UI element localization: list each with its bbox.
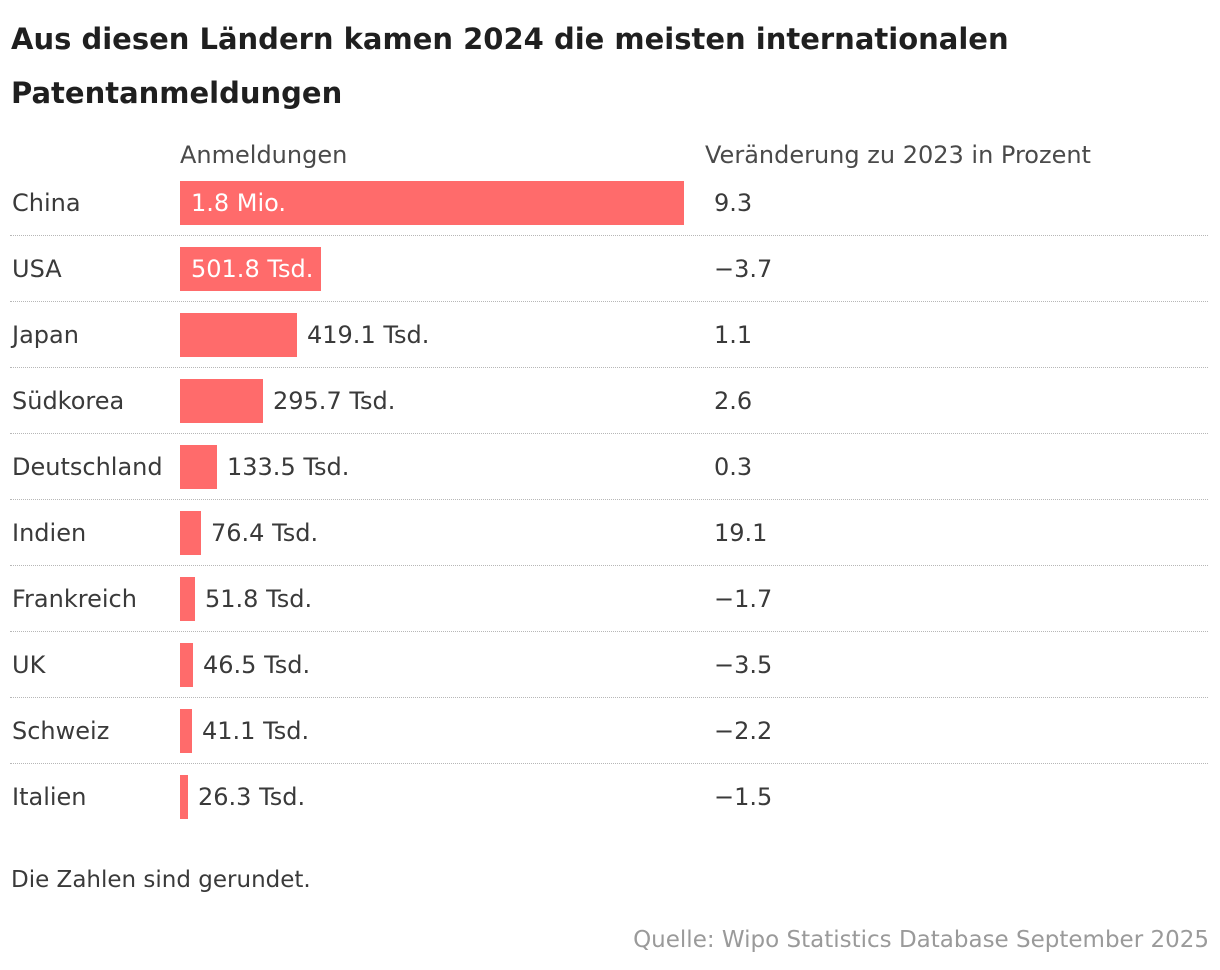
row-divider	[10, 763, 1208, 764]
row-divider	[10, 565, 1208, 566]
bar-value-label: 76.4 Tsd.	[211, 519, 319, 547]
bar-value-label: 41.1 Tsd.	[202, 717, 310, 745]
table-row-usa: USA 501.8 Tsd. −3.7	[10, 236, 1208, 302]
bar-value-label: 26.3 Tsd.	[198, 783, 306, 811]
table-row-deutschland: Deutschland 133.5 Tsd. 0.3	[10, 434, 1208, 500]
column-header-change: Veränderung zu 2023 in Prozent	[705, 141, 1091, 169]
country-label: Japan	[12, 321, 79, 349]
chart-title: Aus diesen Ländern kamen 2024 die meiste…	[11, 22, 1009, 110]
country-label: Schweiz	[12, 717, 110, 745]
country-label: UK	[12, 651, 46, 679]
change-percent-value: −2.2	[714, 717, 773, 745]
bar-uk	[180, 643, 193, 687]
country-label: Deutschland	[12, 453, 163, 481]
bar-china	[180, 181, 684, 225]
bar-value-label: 501.8 Tsd.	[191, 255, 314, 283]
change-percent-value: −1.5	[714, 783, 773, 811]
row-divider	[10, 499, 1208, 500]
change-percent-value: −3.7	[714, 255, 773, 283]
country-label: USA	[12, 255, 62, 283]
bar-deutschland	[180, 445, 217, 489]
change-percent-value: 0.3	[714, 453, 753, 481]
row-divider	[10, 235, 1208, 236]
bar-suedkorea	[180, 379, 263, 423]
country-label: Italien	[12, 783, 87, 811]
table-row-japan: Japan 419.1 Tsd. 1.1	[10, 302, 1208, 368]
bar-schweiz	[180, 709, 192, 753]
bar-value-label: 1.8 Mio.	[191, 189, 287, 217]
change-percent-value: 19.1	[714, 519, 768, 547]
row-divider	[10, 367, 1208, 368]
table-row-italien: Italien 26.3 Tsd. −1.5	[10, 764, 1208, 830]
row-divider	[10, 433, 1208, 434]
row-divider	[10, 631, 1208, 632]
table-row-uk: UK 46.5 Tsd. −3.5	[10, 632, 1208, 698]
bar-value-label: 133.5 Tsd.	[227, 453, 350, 481]
change-percent-value: −3.5	[714, 651, 773, 679]
table-row-schweiz: Schweiz 41.1 Tsd. −2.2	[10, 698, 1208, 764]
table-row-indien: Indien 76.4 Tsd. 19.1	[10, 500, 1208, 566]
bar-value-label: 46.5 Tsd.	[203, 651, 311, 679]
footnote: Die Zahlen sind gerundet.	[11, 867, 311, 893]
bar-value-label: 51.8 Tsd.	[205, 585, 313, 613]
change-percent-value: 9.3	[714, 189, 753, 217]
column-header-applications: Anmeldungen	[180, 141, 348, 169]
bar-frankreich	[180, 577, 195, 621]
bar-usa	[180, 247, 321, 291]
country-label: Frankreich	[12, 585, 137, 613]
country-label: China	[12, 189, 81, 217]
change-percent-value: 1.1	[714, 321, 753, 349]
country-label: Indien	[12, 519, 87, 547]
source-credit: Quelle: Wipo Statistics Database Septemb…	[633, 927, 1209, 953]
bar-italien	[180, 775, 188, 819]
bar-japan	[180, 313, 297, 357]
bar-indien	[180, 511, 201, 555]
change-percent-value: 2.6	[714, 387, 753, 415]
table-row-suedkorea: Südkorea 295.7 Tsd. 2.6	[10, 368, 1208, 434]
change-percent-value: −1.7	[714, 585, 773, 613]
table-row-frankreich: Frankreich 51.8 Tsd. −1.7	[10, 566, 1208, 632]
row-divider	[10, 301, 1208, 302]
country-label: Südkorea	[12, 387, 125, 415]
bar-value-label: 419.1 Tsd.	[307, 321, 430, 349]
bar-value-label: 295.7 Tsd.	[273, 387, 396, 415]
row-divider	[10, 697, 1208, 698]
table-row-china: China 1.8 Mio. 9.3	[10, 170, 1208, 236]
